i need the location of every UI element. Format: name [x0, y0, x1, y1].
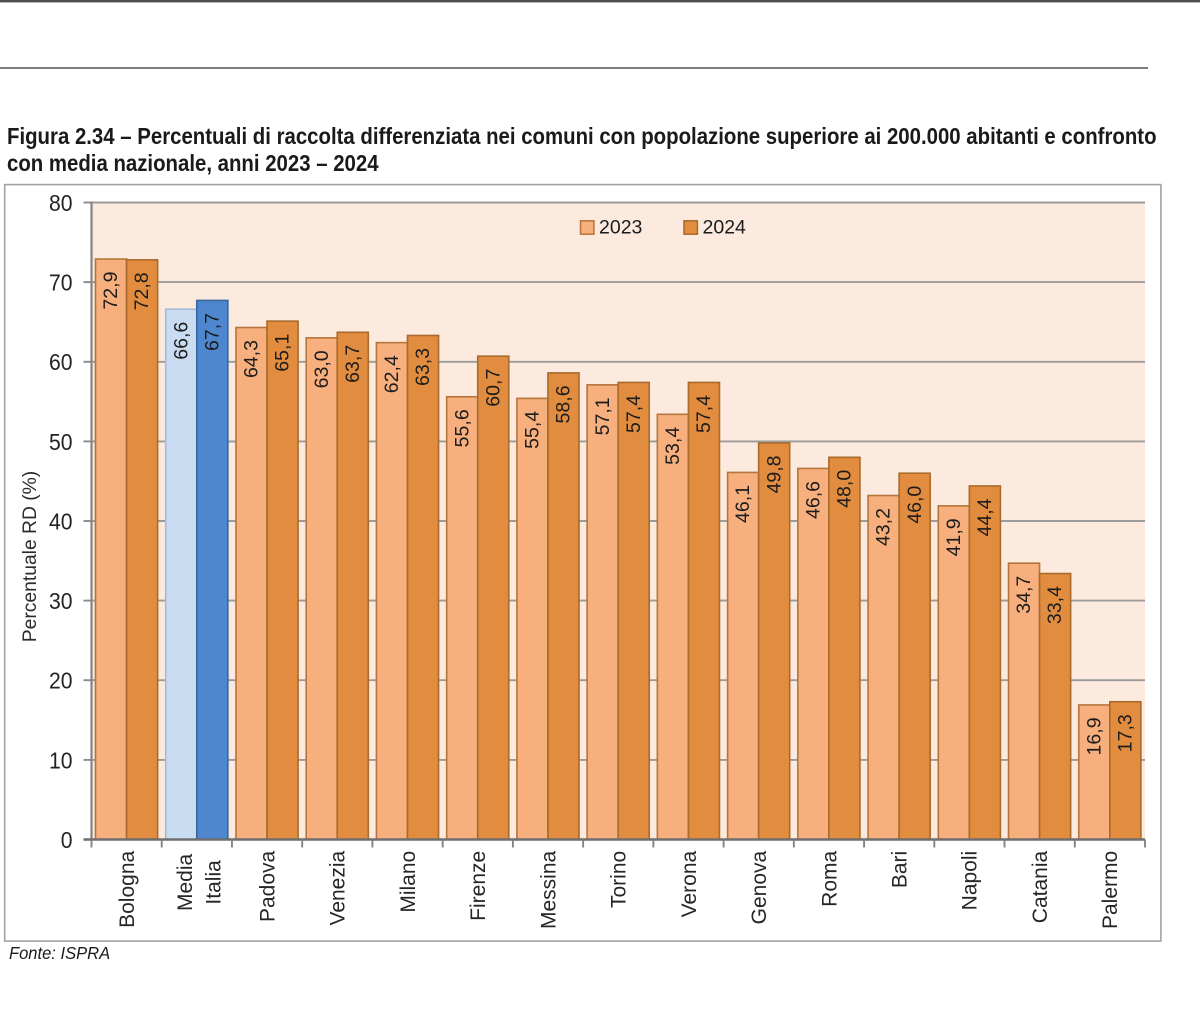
svg-text:40: 40 [49, 509, 73, 535]
svg-text:50: 50 [49, 429, 73, 455]
svg-text:72,8: 72,8 [132, 272, 153, 310]
svg-text:70: 70 [49, 270, 73, 296]
svg-text:63,0: 63,0 [312, 350, 333, 388]
svg-text:Fonte: ISPRA: Fonte: ISPRA [9, 942, 110, 963]
svg-text:2023: 2023 [599, 217, 642, 239]
svg-text:con media nazionale, anni 2023: con media nazionale, anni 2023 – 2024 [7, 150, 379, 177]
svg-text:Firenze: Firenze [467, 851, 490, 921]
svg-text:46,0: 46,0 [905, 486, 926, 524]
svg-text:Percentuale RD (%): Percentuale RD (%) [20, 471, 41, 642]
svg-text:20: 20 [49, 668, 73, 694]
svg-text:63,7: 63,7 [343, 345, 364, 383]
svg-text:65,1: 65,1 [273, 334, 294, 372]
svg-text:2024: 2024 [703, 217, 747, 239]
svg-text:Genova: Genova [748, 850, 771, 924]
svg-text:53,4: 53,4 [663, 427, 684, 465]
svg-text:62,4: 62,4 [382, 355, 403, 393]
svg-text:63,3: 63,3 [413, 348, 434, 386]
svg-text:Roma: Roma [818, 850, 841, 906]
svg-text:34,7: 34,7 [1014, 576, 1035, 614]
svg-text:46,6: 46,6 [804, 481, 825, 519]
svg-text:43,2: 43,2 [874, 508, 895, 546]
svg-text:Torino: Torino [608, 851, 631, 908]
svg-text:Bologna: Bologna [116, 850, 139, 927]
svg-text:41,9: 41,9 [944, 518, 965, 556]
svg-text:57,1: 57,1 [593, 397, 614, 435]
svg-text:44,4: 44,4 [975, 498, 996, 536]
svg-text:33,4: 33,4 [1045, 586, 1066, 624]
svg-text:Media: Media [174, 853, 197, 911]
svg-text:Catania: Catania [1029, 850, 1052, 923]
svg-text:Verona: Verona [678, 850, 701, 917]
svg-text:30: 30 [49, 588, 73, 614]
svg-text:67,7: 67,7 [203, 313, 224, 351]
svg-text:80: 80 [49, 190, 73, 216]
svg-text:Palermo: Palermo [1099, 851, 1122, 929]
svg-text:10: 10 [49, 747, 73, 773]
svg-text:Venezia: Venezia [327, 850, 350, 925]
svg-text:Bari: Bari [888, 851, 911, 888]
svg-text:Napoli: Napoli [959, 851, 982, 911]
svg-text:57,4: 57,4 [694, 395, 715, 433]
svg-text:17,3: 17,3 [1116, 714, 1137, 752]
svg-text:49,8: 49,8 [765, 455, 786, 493]
svg-text:Italia: Italia [202, 860, 225, 905]
svg-text:66,6: 66,6 [172, 322, 193, 360]
svg-text:58,6: 58,6 [554, 385, 575, 423]
svg-text:60: 60 [49, 349, 73, 375]
svg-text:60,7: 60,7 [484, 369, 505, 407]
svg-text:Figura 2.34 – Percentuali di r: Figura 2.34 – Percentuali di raccolta di… [7, 123, 1157, 150]
svg-text:55,4: 55,4 [523, 411, 544, 449]
svg-text:0: 0 [61, 827, 73, 853]
svg-text:72,9: 72,9 [101, 272, 122, 310]
svg-text:48,0: 48,0 [835, 470, 856, 508]
svg-text:64,3: 64,3 [242, 340, 263, 378]
svg-text:Milano: Milano [397, 851, 420, 913]
svg-text:Padova: Padova [256, 850, 279, 922]
svg-text:16,9: 16,9 [1085, 717, 1106, 755]
svg-text:Messina: Messina [537, 850, 560, 929]
svg-text:55,6: 55,6 [453, 409, 474, 447]
svg-text:46,1: 46,1 [733, 485, 754, 523]
svg-text:57,4: 57,4 [624, 395, 645, 433]
